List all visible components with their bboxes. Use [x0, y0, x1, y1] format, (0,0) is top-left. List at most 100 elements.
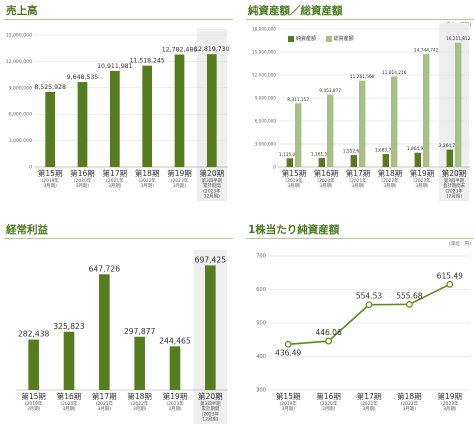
- x-tick-sublabel: 第3四半期: [200, 400, 221, 407]
- x-tick-sublabel: 3月期): [108, 183, 122, 189]
- data-label: 16,211,812: [446, 36, 471, 42]
- x-tick-label: 第16期: [70, 168, 95, 178]
- legend-net: 純資産額: [288, 35, 316, 42]
- x-tick-sublabel: (2022年: [139, 177, 157, 184]
- legend-total: 総資産額: [325, 35, 354, 42]
- x-tick-label: 第16期: [314, 168, 339, 178]
- data-label: 10,911,981: [97, 63, 132, 70]
- x-tick-sublabel: 3月期): [287, 183, 301, 189]
- bar: [206, 54, 217, 168]
- x-tick-label: 第18期: [135, 168, 160, 178]
- data-label: 446.06: [315, 328, 341, 337]
- bar-net-assets: [350, 155, 357, 167]
- x-tick-sublabel: 12月期): [446, 194, 462, 200]
- x-tick-label: 第20期: [200, 168, 225, 178]
- x-tick-label: 第16期: [316, 391, 341, 401]
- data-point: [446, 280, 454, 288]
- bar: [45, 91, 56, 167]
- x-tick-sublabel: 3月期): [443, 406, 457, 412]
- x-tick-sublabel: (2019年: [280, 400, 298, 407]
- x-tick-label: 第20期: [442, 168, 467, 178]
- x-tick-sublabel: (2021年: [349, 177, 367, 184]
- x-tick-sublabel: (2023年: [445, 187, 463, 194]
- x-tick-label: 第17期: [92, 391, 117, 401]
- bar-total-assets: [359, 80, 366, 167]
- x-tick-sublabel: (2023年: [166, 400, 184, 407]
- data-label: 1,161,527: [311, 152, 333, 158]
- data-point: [284, 340, 292, 348]
- x-tick-label: 第18期: [127, 391, 152, 401]
- data-label: 11,261,568: [350, 74, 375, 80]
- sales-title: 売上高: [4, 3, 233, 20]
- y-tick-label: 9,000,000: [9, 85, 32, 91]
- x-tick-sublabel: 3月期): [141, 183, 155, 189]
- x-tick-sublabel: 12月期): [202, 417, 218, 423]
- bps-title: 1株当たり純資産額: [246, 222, 474, 239]
- bar-total-assets: [455, 42, 462, 167]
- x-tick-sublabel: 会計期間末: [443, 182, 466, 189]
- x-tick-sublabel: 累計期間: [203, 182, 221, 189]
- data-label: 615.49: [437, 271, 463, 280]
- x-tick-label: 第18期: [378, 168, 403, 178]
- data-label: 1,683,706: [375, 148, 397, 154]
- bar-total-assets: [327, 94, 334, 167]
- x-tick-sublabel: 3月期): [62, 406, 76, 412]
- data-label: 325,823: [53, 322, 85, 331]
- data-label: 12,782,486: [162, 47, 197, 54]
- bar: [77, 82, 88, 167]
- data-label: 12,819,730: [194, 46, 229, 53]
- x-tick-label: 第19期: [438, 391, 463, 401]
- x-tick-sublabel: (2023年: [171, 177, 189, 184]
- x-tick-sublabel: 累計期間: [202, 405, 220, 412]
- x-tick-sublabel: 12月期): [204, 194, 220, 200]
- x-tick-sublabel: 3月期): [44, 183, 58, 189]
- data-point: [325, 337, 332, 345]
- data-label: 436.49: [275, 348, 301, 357]
- bar: [142, 65, 153, 167]
- bar-net-assets: [286, 158, 293, 167]
- assets-chart: 0 3,000,000 6,000,000 9,000,000 12,000,000 15…: [252, 23, 471, 201]
- x-tick-sublabel: (2022年: [381, 177, 399, 184]
- x-tick-sublabel: (2023年: [413, 177, 431, 184]
- x-tick-label: 第19期: [163, 391, 188, 401]
- y-tick-label: 300: [256, 388, 266, 394]
- assets-title: 純資産額／総資産額: [246, 3, 474, 20]
- y-tick-label: 15,000,000: [6, 33, 32, 39]
- y-tick-label: 0: [273, 165, 276, 170]
- bar-total-assets: [423, 53, 430, 167]
- bar-net-assets: [446, 149, 453, 167]
- x-tick-sublabel: 3月期): [173, 183, 187, 189]
- x-tick-sublabel: (2021年: [106, 177, 124, 184]
- data-label: 14,744,742: [414, 47, 439, 53]
- bar: [28, 339, 39, 390]
- bar: [169, 346, 181, 390]
- bar-net-assets: [318, 158, 325, 167]
- x-tick-label: 第19期: [167, 168, 192, 178]
- profit-title: 経常利益: [4, 222, 233, 239]
- data-label: 282,438: [18, 330, 50, 339]
- data-label: 647,726: [89, 264, 121, 273]
- x-tick-sublabel: (2019年: [285, 177, 303, 184]
- x-tick-sublabel: 3月期): [383, 183, 397, 189]
- x-tick-sublabel: (2020年: [60, 400, 78, 407]
- x-tick-label: 第17期: [346, 168, 371, 178]
- x-tick-sublabel: 3月期): [415, 183, 429, 189]
- x-tick-sublabel: (2023年: [202, 410, 220, 417]
- bar: [205, 265, 216, 390]
- x-tick-sublabel: (2022年: [401, 400, 419, 407]
- y-tick-label: 500: [256, 321, 266, 327]
- x-tick-sublabel: 3月期): [322, 406, 336, 412]
- data-label: 1,552,695: [343, 149, 365, 155]
- x-tick-label: 第20期: [198, 391, 223, 401]
- data-label: 8,525,928: [34, 84, 66, 91]
- x-tick-label: 第17期: [103, 168, 128, 178]
- sales-chart: 0 3,000,000 6,000,000 9,000,000 12,000,000 15…: [6, 29, 230, 201]
- profit-panel: 経常利益 282,438 325,823 647,726 297,877 244,465…: [4, 222, 233, 434]
- x-tick-sublabel: (2020年: [320, 400, 338, 407]
- x-tick-sublabel: 3月期): [98, 406, 112, 412]
- data-label: 9,648,535: [67, 74, 99, 81]
- x-tick-label: 第19期: [410, 168, 435, 178]
- x-tick-sublabel: (2019年: [42, 177, 60, 184]
- y-tick-label: 18,000,000: [252, 27, 276, 32]
- data-label: 555.68: [396, 291, 422, 300]
